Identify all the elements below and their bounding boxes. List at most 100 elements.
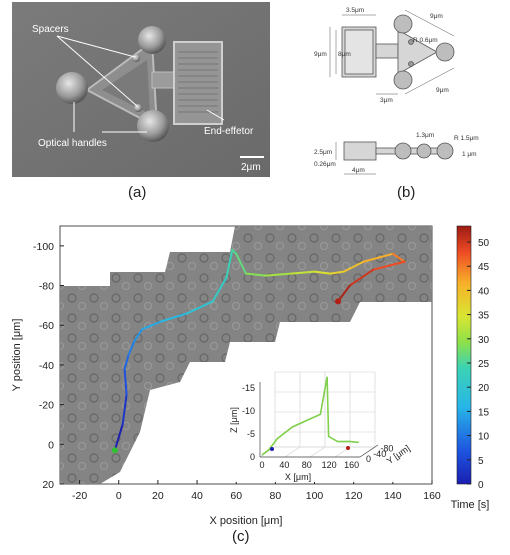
trajectory-segment: [160, 312, 189, 323]
x-tick-label: 40: [191, 490, 203, 502]
optical-handle-sphere: [137, 110, 169, 142]
y-tick-label: -40: [39, 360, 54, 372]
sem-image: Spacers Optical handles End-effetor 2μm: [12, 2, 270, 177]
spacer: [132, 54, 140, 62]
inset-z-tick-label: 0: [250, 452, 255, 462]
trajectory-segment: [313, 270, 332, 275]
technical-drawing: 3.5μm 9μm 9μm 8μm R 0.6μm 9μm 3μm 2.5μm …: [302, 2, 487, 177]
optical-handle-sphere: [56, 72, 88, 104]
trajectory-segment: [127, 340, 136, 356]
inset-y-tick-label: -40: [373, 449, 386, 459]
trajectory-segment: [235, 252, 247, 275]
inset-x-label: X [μm]: [285, 472, 311, 482]
y-tick-label: -100: [33, 241, 54, 253]
inset-3d-plot: 0-5-10-15 0 40 80 120 160 0-40-80 Z [μm] X […: [225, 364, 430, 482]
trajectory-end-marker: [335, 298, 342, 305]
inset-x-tick-label: 40: [279, 460, 289, 470]
inset-z-tick-label: -10: [242, 406, 255, 416]
trajectory-segment: [290, 270, 316, 275]
x-tick-label: 80: [270, 490, 282, 502]
x-axis-ticks: -20 0 20 40 60 80 100 120 140 160: [72, 480, 441, 502]
trajectory-segment: [121, 393, 128, 426]
trajectory-segment: [141, 320, 163, 331]
label-spacers: Spacers: [32, 24, 69, 35]
inset-trajectory: [261, 376, 359, 456]
inset-x-tick-label: 0: [259, 460, 264, 470]
x-axis-label: X position [μm]: [210, 515, 283, 527]
x-tick-label: 120: [345, 490, 363, 502]
y-axis-ticks: -100 -80 -60 -40 -20 0 20: [33, 241, 64, 491]
trajectory-segment: [391, 252, 406, 263]
y-tick-label: 0: [48, 439, 54, 451]
trajectory-plot: -20 0 20 40 60 80 100 120 140 160 -100 -80 -60 -40 -2…: [0, 212, 510, 550]
trajectory-segment: [348, 268, 375, 287]
x-tick-label: 0: [116, 490, 122, 502]
trajectory-start-marker: [111, 447, 118, 454]
colorbar-tick-label: 40: [478, 286, 490, 297]
end-effector-block: [173, 41, 223, 125]
dim-label: 9μm: [314, 51, 327, 58]
y-tick-label: -20: [39, 400, 54, 412]
dim-label: 8μm: [338, 51, 351, 58]
inset-end-marker: [346, 446, 350, 450]
trajectory-segment: [342, 260, 365, 273]
trajectory-segment: [113, 423, 124, 452]
panel-b-label: (b): [397, 184, 416, 201]
dim-label: 9μm: [436, 87, 449, 94]
trajectory-segment: [337, 284, 351, 303]
trajectory-segment: [264, 272, 293, 277]
colorbar-tick-label: 5: [478, 456, 484, 467]
x-tick-label: 100: [306, 490, 324, 502]
trajectory-segment: [123, 367, 128, 396]
inset-start-marker: [270, 447, 274, 451]
trajectory-segment: [133, 328, 144, 343]
dim-label: 3.5μm: [346, 7, 364, 14]
trajectory-segment: [245, 272, 267, 277]
inset-z-tick-label: -15: [242, 383, 255, 393]
dim-label: 9μm: [430, 13, 443, 20]
trajectory-segment: [186, 300, 214, 315]
inset-z-label: Z [μm]: [229, 407, 239, 433]
colorbar-label: Time [s]: [451, 499, 490, 511]
inset-x-tick-label: 120: [322, 460, 337, 470]
trajectory-segment: [372, 260, 406, 271]
trajectory-segment: [123, 354, 130, 370]
dim-label: 3μm: [380, 97, 393, 104]
x-tick-label: -20: [72, 490, 87, 502]
dim-label: 2.5μm: [314, 149, 332, 156]
inset-y-tick-label: -80: [380, 444, 393, 454]
colorbar-tick-label: 35: [478, 311, 490, 322]
trajectory-segment: [362, 252, 394, 263]
inset-y-tick-label: 0: [366, 454, 371, 464]
dim-label: R 1.5μm: [454, 135, 479, 142]
dim-label: 4μm: [352, 167, 365, 174]
x-tick-label: 160: [423, 490, 441, 502]
y-tick-label: -60: [39, 320, 54, 332]
colorbar-tick-label: 50: [478, 238, 490, 249]
colorbar-tick-label: 10: [478, 432, 490, 443]
y-tick-label: -80: [39, 281, 54, 293]
colorbar-tick-label: 0: [478, 480, 484, 491]
optical-handle-sphere: [138, 26, 166, 54]
trajectory-segment: [211, 276, 228, 303]
x-tick-label: 20: [152, 490, 164, 502]
trajectory-segment: [329, 270, 345, 275]
dim-label: 0.26μm: [314, 161, 336, 168]
colorbar-tick-label: 20: [478, 383, 490, 394]
colorbar: [456, 225, 472, 485]
panel-a-label: (a): [128, 184, 147, 201]
colorbar-tick-label: 15: [478, 407, 490, 418]
y-axis-label: Y position [μm]: [11, 319, 23, 392]
label-end-effector: End-effetor: [204, 126, 254, 137]
inset-z-tick-label: -5: [247, 429, 255, 439]
dim-label: R 0.6μm: [413, 37, 438, 44]
y-tick-label: 20: [42, 479, 54, 491]
microscope-background: [60, 226, 432, 484]
panel-c-label: (c): [232, 528, 250, 545]
colorbar-tick-label: 45: [478, 262, 490, 273]
dim-label: 1 μm: [462, 151, 477, 158]
x-tick-label: 140: [384, 490, 402, 502]
colorbar-tick-label: 25: [478, 359, 490, 370]
trajectory-line: [113, 248, 406, 452]
